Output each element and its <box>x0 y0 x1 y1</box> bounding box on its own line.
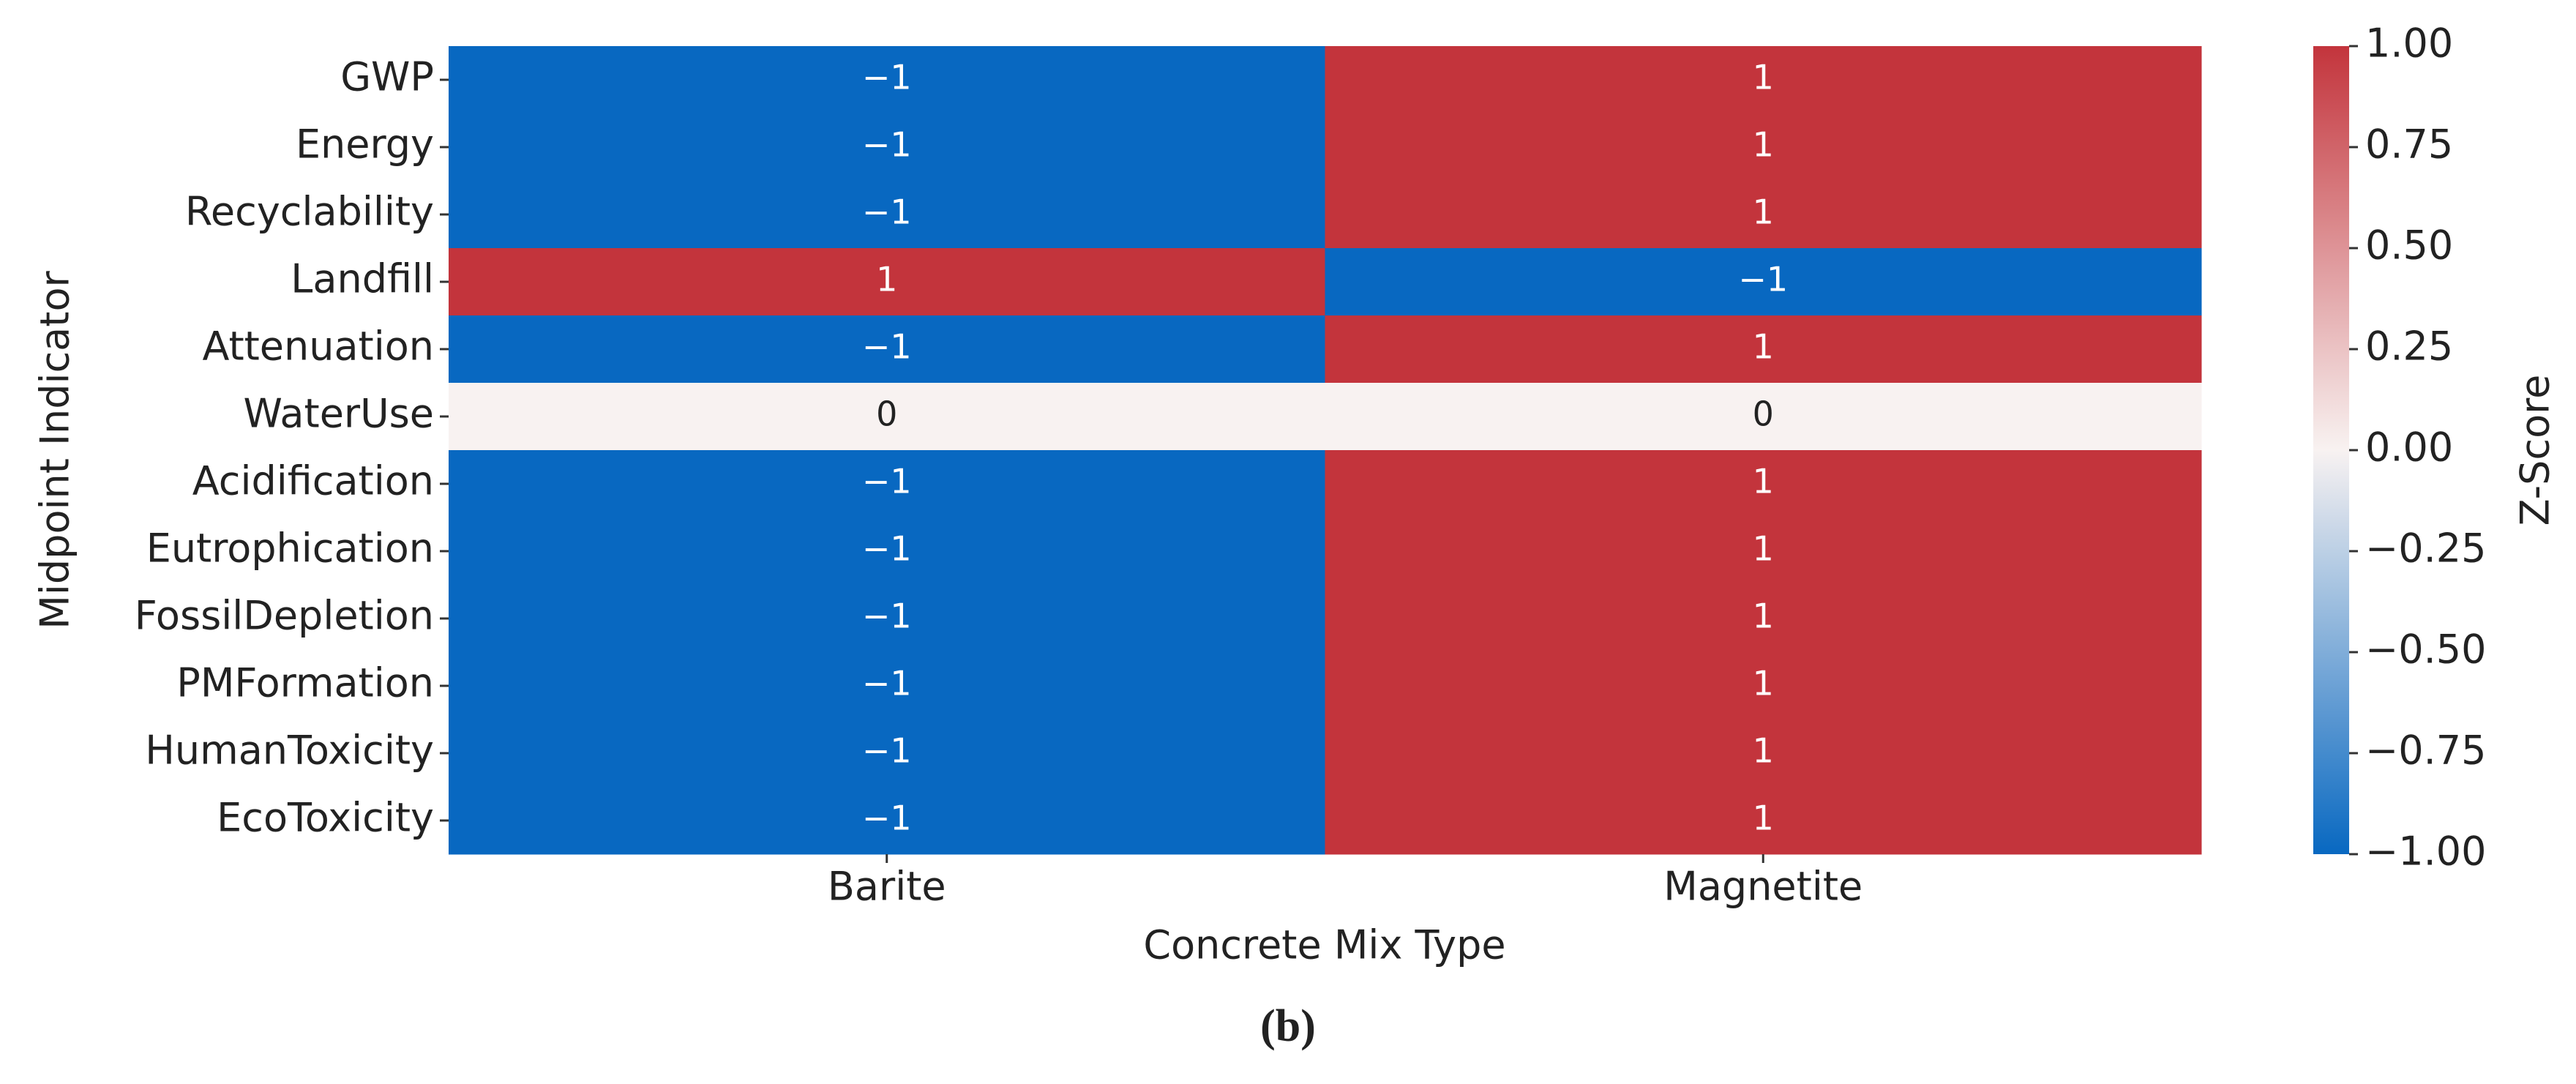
heatmap-cell <box>1325 113 2202 182</box>
cell-label: −1 <box>862 125 912 165</box>
y-tick-label: PMFormation <box>176 660 434 706</box>
heatmap-cell <box>1325 585 2202 653</box>
heatmap-cell <box>1325 517 2202 586</box>
cell-label: −1 <box>862 58 912 97</box>
cell-label: 1 <box>1753 462 1774 501</box>
cell-label: 0 <box>1753 395 1774 434</box>
heatmap-cell <box>449 719 1325 788</box>
cell-label: 1 <box>1753 327 1774 367</box>
heatmap-cell <box>1325 315 2202 384</box>
cell-label: 1 <box>1753 731 1774 771</box>
heatmap-cell <box>1325 787 2202 855</box>
cell-label: −1 <box>1738 260 1788 299</box>
heatmap-cell <box>449 113 1325 182</box>
cell-label: 1 <box>1753 799 1774 838</box>
heatmap-cell <box>449 652 1325 720</box>
cell-label: 1 <box>1753 597 1774 636</box>
y-tick-label: HumanToxicity <box>145 728 434 774</box>
x-axis-label: Concrete Mix Type <box>1143 922 1505 968</box>
cell-label: 0 <box>876 395 897 434</box>
colorbar-label: Z-Score <box>2512 375 2558 526</box>
cell-label: −1 <box>862 462 912 501</box>
y-axis-label: Midpoint Indicator <box>32 271 78 629</box>
colorbar <box>2313 46 2349 854</box>
cell-label: −1 <box>862 731 912 771</box>
heatmap-cell <box>449 517 1325 586</box>
cell-label: 1 <box>1753 58 1774 97</box>
heatmap-cell <box>1325 652 2202 720</box>
y-tick-label: GWP <box>340 54 434 100</box>
heatmap-cell <box>1325 248 2202 316</box>
y-tick-label: Recyclability <box>185 189 434 235</box>
cell-label: −1 <box>862 664 912 703</box>
heatmap-cell <box>1325 719 2202 788</box>
cell-label: 1 <box>876 260 897 299</box>
heatmap-cell <box>1325 46 2202 114</box>
x-tick-label: Magnetite <box>1663 864 1862 910</box>
colorbar-tick-label: 0.00 <box>2365 425 2453 471</box>
heatmap-cell <box>449 46 1325 114</box>
heatmap-cell <box>449 787 1325 855</box>
colorbar-tick-label: −1.00 <box>2365 829 2486 875</box>
y-tick-label: Attenuation <box>202 324 434 370</box>
y-tick-label: WaterUse <box>243 391 434 437</box>
y-tick-label: Energy <box>296 122 434 168</box>
heatmap-cell <box>449 181 1325 249</box>
y-tick-label: Eutrophication <box>146 526 434 572</box>
colorbar-tick-label: 0.75 <box>2365 122 2453 168</box>
heatmap-cell <box>1325 383 2202 451</box>
y-tick-label: Acidification <box>192 458 434 504</box>
heatmap-cell <box>1325 450 2202 518</box>
cell-label: −1 <box>862 529 912 569</box>
caption: (b) <box>1260 1001 1316 1051</box>
colorbar-tick-label: −0.50 <box>2365 627 2486 673</box>
cell-label: 1 <box>1753 664 1774 703</box>
cell-label: −1 <box>862 799 912 838</box>
cell-label: −1 <box>862 327 912 367</box>
colorbar-tick-label: 0.50 <box>2365 223 2453 269</box>
cell-label: −1 <box>862 192 912 232</box>
colorbar-tick-label: −0.75 <box>2365 728 2486 774</box>
x-tick-label: Barite <box>828 864 946 910</box>
heatmap-cell <box>449 450 1325 518</box>
cell-label: 1 <box>1753 529 1774 569</box>
colorbar-tick-label: 1.00 <box>2365 20 2453 67</box>
cell-label: −1 <box>862 597 912 636</box>
heatmap-cell <box>449 585 1325 653</box>
y-tick-label: Landfill <box>291 256 434 302</box>
cell-label: 1 <box>1753 192 1774 232</box>
y-tick-label: FossilDepletion <box>135 593 434 639</box>
cell-label: 1 <box>1753 125 1774 165</box>
y-tick-label: EcoToxicity <box>217 795 434 841</box>
heatmap-cell <box>449 383 1325 451</box>
colorbar-tick-label: −0.25 <box>2365 526 2486 572</box>
heatmap-cell <box>449 315 1325 384</box>
heatmap-cell <box>1325 181 2202 249</box>
colorbar-tick-label: 0.25 <box>2365 324 2453 370</box>
heatmap-cell <box>449 248 1325 316</box>
